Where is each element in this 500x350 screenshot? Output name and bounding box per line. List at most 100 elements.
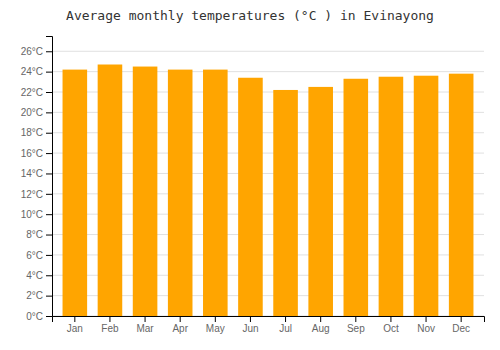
x-tick-label: Jan [67,323,83,334]
x-tick-label: Dec [452,323,470,334]
x-axis-line [53,317,485,323]
x-tick-label: Feb [101,323,119,334]
title: Average monthly temperatures (°C ) in Ev… [66,8,434,23]
bar [133,67,158,316]
x-tick-label: Oct [383,323,399,334]
bar [168,70,193,316]
x-tick-mark [145,316,146,322]
y-tick-label: 0°C [26,311,43,322]
y-tick-mark [46,214,52,215]
y-tick-label: 22°C [21,87,43,98]
x-axis: Jan Feb Mar Apr May Jun Jul Aug Sep Oct Nov Dec [53,316,485,334]
x-tick-mark [215,316,216,322]
x-tick: Jul [279,316,292,334]
x-tick: Sep [347,316,365,334]
y-tick-label: 18°C [21,127,43,138]
bar [63,70,88,316]
bar [238,78,263,316]
y-tick-mark [46,255,52,256]
y-tick-mark [46,153,52,154]
y-tick: 4°C [26,270,52,281]
y-tick-mark [46,316,52,317]
y-tick-mark [46,235,52,236]
x-tick-mark [250,316,251,322]
y-axis: 0°C 2°C 4°C 6°C 8°C 10°C 12°C 14°C 16°C 18°C 20°C 2… [21,37,53,322]
y-tick-mark [46,51,52,52]
x-tick: Feb [101,316,119,334]
y-tick: 26°C [21,46,52,57]
x-tick-label: Aug [312,323,330,334]
y-tick-label: 6°C [26,250,43,261]
x-tick-mark [390,316,391,322]
x-tick-mark [109,316,110,322]
y-tick: 2°C [26,290,52,301]
x-tick: Apr [172,316,188,334]
x-tick: Jan [67,316,83,334]
y-tick-label: 16°C [21,148,43,159]
y-tick-label: 2°C [26,290,43,301]
y-tick-mark [46,173,52,174]
x-tick-label: Jul [279,323,292,334]
bar [449,74,474,316]
bar [203,70,228,316]
y-tick: 12°C [21,189,52,200]
x-tick: Aug [312,316,330,334]
x-tick: May [206,316,225,334]
y-tick: 16°C [21,148,52,159]
y-tick-label: 12°C [21,189,43,200]
y-tick-mark [46,194,52,195]
y-tick-mark [46,296,52,297]
x-tick-mark [355,316,356,322]
y-tick-mark [46,275,52,276]
y-tick-mark [46,112,52,113]
x-tick: Jun [242,316,258,334]
y-tick-label: 26°C [21,46,43,57]
x-tick-label: Nov [417,323,435,334]
y-tick: 24°C [21,66,52,77]
x-tick-mark [180,316,181,322]
x-tick-mark [426,316,427,322]
x-tick: Nov [417,316,435,334]
x-tick-mark [74,316,75,322]
chart: Average monthly temperatures (°C ) in Ev… [0,0,500,350]
x-tick-label: Apr [172,323,188,334]
y-tick-label: 4°C [26,270,43,281]
y-tick-mark [46,72,52,73]
grid-line [52,51,484,52]
bar [344,79,369,316]
y-tick-mark [46,92,52,93]
x-tick-label: May [206,323,225,334]
x-tick-mark [285,316,286,322]
x-tick: Oct [383,316,399,334]
bar [98,65,123,316]
x-tick-label: Jun [242,323,258,334]
bar [308,87,333,316]
x-tick-label: Sep [347,323,365,334]
bar [414,76,439,316]
x-tick: Dec [452,316,470,334]
y-tick-mark [46,133,52,134]
y-tick: 6°C [26,250,52,261]
bars [63,65,474,316]
grid [52,51,484,316]
y-tick: 8°C [26,229,52,240]
y-tick: 18°C [21,127,52,138]
x-tick: Mar [136,316,154,334]
x-tick-mark [320,316,321,322]
y-tick: 14°C [21,168,52,179]
y-tick: 0°C [26,311,52,322]
plot: 0°C 2°C 4°C 6°C 8°C 10°C 12°C 14°C 16°C 18°C 20°C 2… [21,37,485,335]
bar [379,77,404,316]
y-tick-label: 8°C [26,229,43,240]
y-tick-label: 10°C [21,209,43,220]
y-tick-label: 14°C [21,168,43,179]
x-tick-label: Mar [136,323,154,334]
x-tick-mark [461,316,462,322]
y-tick: 22°C [21,87,52,98]
y-tick-label: 24°C [21,66,43,77]
y-axis-line [46,37,53,317]
bar [273,90,298,316]
y-tick: 20°C [21,107,52,118]
y-tick: 10°C [21,209,52,220]
y-tick-label: 20°C [21,107,43,118]
